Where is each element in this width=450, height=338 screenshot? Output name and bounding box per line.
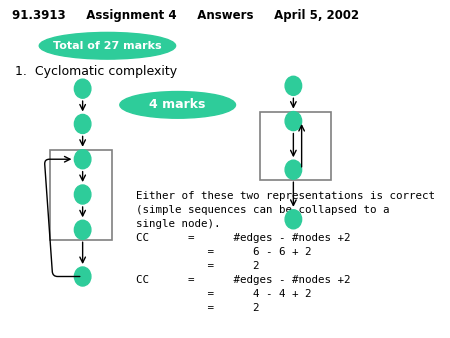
Circle shape [74,185,91,204]
Circle shape [285,76,302,95]
Bar [50,150,112,240]
Circle shape [285,160,302,179]
Text: 4 marks: 4 marks [149,98,206,112]
Circle shape [74,267,91,286]
Circle shape [285,210,302,229]
Ellipse shape [39,32,176,59]
Circle shape [74,79,91,98]
Ellipse shape [120,92,235,118]
Bar [260,112,331,180]
Circle shape [74,114,91,134]
Text: 1.  Cyclomatic complexity: 1. Cyclomatic complexity [15,65,177,78]
Circle shape [74,150,91,169]
Text: 91.3913     Assignment 4     Answers     April 5, 2002: 91.3913 Assignment 4 Answers April 5, 20… [13,9,360,22]
Text: Total of 27 marks: Total of 27 marks [53,41,162,51]
Circle shape [285,112,302,130]
Circle shape [74,220,91,239]
Text: Either of these two representations is correct
(simple sequences can be collapse: Either of these two representations is c… [136,191,435,313]
